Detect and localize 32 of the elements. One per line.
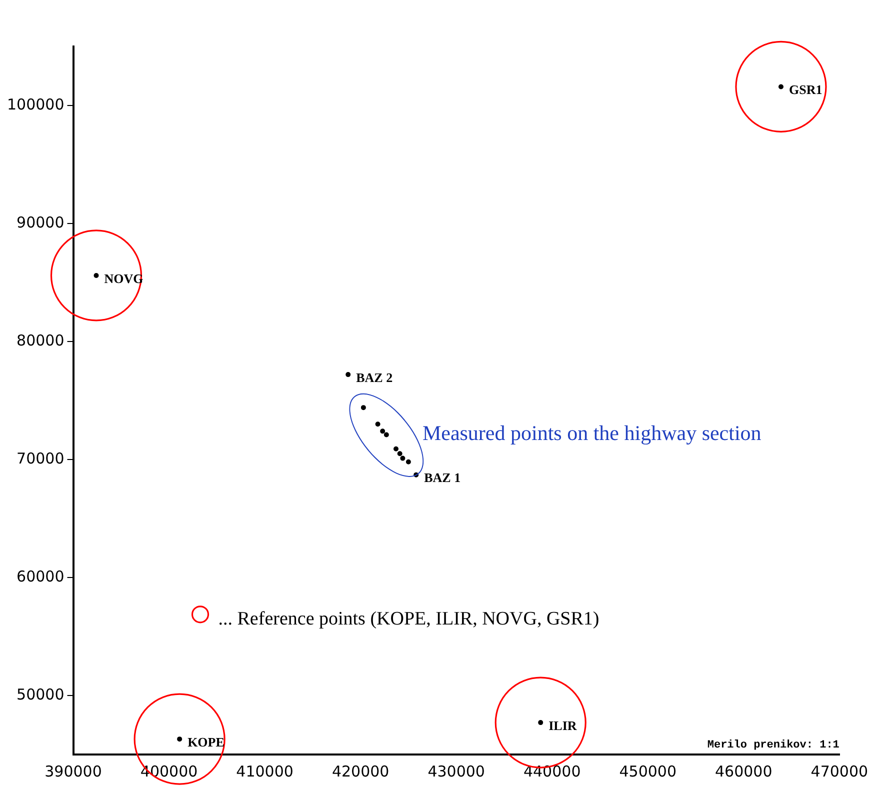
annotation: Merilo prenikov: 1:1 [707,740,840,752]
x-tick-label: 440000 [523,762,581,780]
point [50,230,142,322]
x-tick-label: 470000 [810,762,868,780]
annotation: GSR1 [788,82,822,98]
y-tick-label: 50000 [16,685,64,704]
annotation: ILIR [548,718,578,733]
legend-label: ... Reference points (KOPE, ILIR, NOVG, GSR1) [218,608,600,630]
point [397,451,402,456]
point [346,372,351,378]
point [406,459,411,464]
annotation: BAZ 2 [356,370,393,385]
x-tick-label: 430000 [428,762,485,780]
x-tick-label: 450000 [619,762,676,780]
point [360,405,366,410]
y-tick-label: 100000 [6,95,64,114]
annotation: BAZ 1 [424,470,461,486]
x-tick-label: 390000 [44,762,102,780]
y-tick-label: 70000 [16,449,64,468]
point [380,428,386,434]
point [375,422,380,427]
series-label: Measured points on the highway section [422,421,762,446]
point [735,40,827,133]
y-tick-label: 90000 [16,213,64,232]
point [393,446,398,452]
x-tick-label: 410000 [236,762,294,780]
y-tick-label: 80000 [16,331,64,350]
x-tick-label: 420000 [332,762,390,780]
x-tick-label: 460000 [715,762,772,780]
annotation: KOPE [188,734,224,750]
y-tick-label: 60000 [16,567,64,586]
point [400,456,406,461]
